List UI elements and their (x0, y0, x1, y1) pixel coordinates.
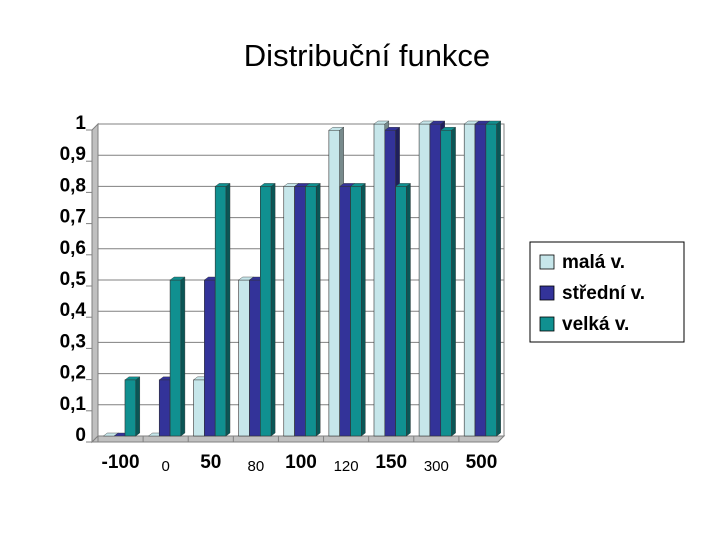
bar (339, 186, 351, 437)
x-tick-label: 120 (334, 458, 359, 475)
bar-top (384, 127, 401, 131)
x-tick-label: 0 (161, 458, 169, 475)
bar-side (135, 376, 140, 437)
bar-side (316, 182, 321, 437)
bar (485, 123, 497, 437)
bar (373, 123, 386, 437)
bar-top (429, 120, 446, 125)
legend-box (529, 241, 685, 343)
x-tick-label: 150 (375, 452, 407, 473)
bar (158, 379, 171, 437)
bar (474, 123, 487, 437)
bar-top (328, 127, 345, 131)
bar (283, 186, 295, 437)
bar (124, 379, 137, 437)
bar-top (214, 183, 231, 187)
bar-top (259, 183, 276, 187)
y-tick-label: 0,4 (60, 300, 87, 321)
bar-top (440, 127, 457, 131)
y-tick-label: 0,6 (60, 238, 86, 259)
x-tick-label: -100 (102, 452, 140, 473)
bar-top (124, 376, 141, 381)
bar (305, 186, 317, 437)
y-tick-label: 0,2 (60, 363, 86, 384)
bar-top (169, 276, 186, 281)
y-tick-label: 0,7 (60, 207, 86, 228)
bar-top (304, 183, 321, 187)
bar (204, 279, 216, 437)
y-tick-label: 0,1 (60, 394, 87, 415)
bar-side (406, 182, 411, 437)
x-tick-label: 100 (285, 452, 317, 473)
x-tick-label: 80 (248, 458, 265, 475)
bar-top (485, 120, 502, 125)
chart-title: Distribuční funkce (244, 38, 490, 73)
floor (90, 435, 506, 443)
legend-label: velká v. (562, 314, 629, 335)
bar-top (349, 183, 366, 187)
bar (249, 279, 261, 437)
bar (440, 129, 452, 437)
legend-label: malá v. (562, 252, 625, 273)
bar (238, 279, 250, 437)
bar-side (225, 182, 231, 437)
bar-top (373, 120, 390, 125)
bar (463, 123, 476, 437)
bar-side (180, 276, 186, 437)
y-tick-label: 0,3 (60, 331, 86, 352)
x-tick-label: 500 (466, 452, 498, 473)
bar (384, 129, 396, 437)
legend-swatch (539, 254, 555, 270)
y-tick-label: 1 (75, 113, 86, 134)
bar (260, 186, 272, 437)
bar (214, 186, 227, 437)
bar-side (451, 126, 456, 437)
side-wall (91, 122, 99, 444)
bar (395, 186, 407, 437)
bar (169, 279, 182, 437)
y-tick-label: 0 (75, 425, 86, 446)
x-tick-label: 50 (200, 452, 221, 473)
bar (328, 129, 340, 437)
legend-swatch (539, 316, 555, 332)
bar (294, 186, 306, 437)
bar-top (395, 183, 412, 187)
bar (429, 123, 442, 437)
bar (193, 379, 205, 437)
bar-side (270, 182, 276, 437)
y-tick-label: 0,5 (60, 269, 87, 290)
bar-side (496, 120, 501, 437)
x-tick-label: 300 (424, 458, 449, 475)
bar (418, 123, 431, 437)
bar (350, 186, 362, 437)
y-tick-label: 0,8 (60, 175, 86, 196)
bar-side (361, 182, 366, 437)
legend-label: střední v. (562, 283, 645, 304)
y-tick-label: 0,9 (60, 144, 86, 165)
legend-swatch (539, 285, 555, 301)
